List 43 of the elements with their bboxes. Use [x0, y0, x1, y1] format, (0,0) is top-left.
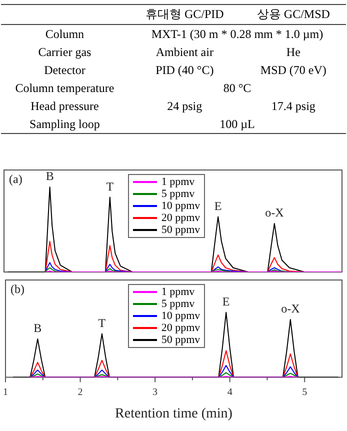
legend-label: 50 ppmv [161, 334, 200, 346]
text: Sampling loop [28, 116, 101, 133]
text: He [285, 44, 302, 60]
text: 100 µL [218, 116, 256, 132]
text: Carrier gas [37, 44, 92, 61]
x-tick-label: 3 [152, 386, 158, 398]
annotation: T [98, 316, 106, 330]
text: PID (40 °C) [154, 62, 215, 78]
text: 상용 GC/MSD [240, 4, 346, 24]
text: Detector [43, 62, 86, 78]
text: Head pressure [30, 98, 100, 114]
annotation: T [106, 179, 114, 194]
text: 80 °C [222, 80, 252, 96]
text: Column temperature [14, 80, 116, 96]
legend-label: 20 ppmv [161, 212, 200, 224]
legend-label: 50 ppmv [161, 224, 200, 236]
x-tick-label: 1 [3, 386, 8, 398]
legend-label: 20 ppmv [161, 322, 200, 334]
text: (b) [10, 282, 24, 296]
text: MXT-1 (30 m * 0.28 mm * 1.0 µm) [150, 26, 324, 42]
text: Ambient air [154, 44, 214, 60]
legend-label: 5 ppmv [161, 298, 195, 310]
legend-label: 10 ppmv [161, 310, 200, 322]
text: MSD (70 eV) [259, 62, 328, 78]
annotation: E [222, 294, 230, 309]
text: Column [44, 26, 86, 42]
legend-label: 10 ppmv [161, 200, 200, 212]
legend-label: 1 ppmv [161, 176, 195, 188]
annotation: E [214, 198, 222, 213]
annotation: o-X [281, 302, 300, 316]
text: 17.4 psig [270, 98, 316, 115]
annotation: B [34, 321, 42, 336]
text: 24 psig [166, 98, 204, 115]
x-axis-title: Retention time (min) [115, 406, 233, 422]
x-tick-label: 5 [302, 386, 308, 398]
annotation: B [46, 169, 54, 184]
legend-label: 5 ppmv [161, 188, 195, 200]
text: (a) [9, 172, 22, 186]
legend-label: 1 ppmv [161, 286, 195, 298]
x-tick-label: 2 [78, 386, 83, 398]
text: 휴대형 GC/PID [128, 4, 241, 24]
x-tick-label: 4 [227, 386, 232, 398]
annotation: o-X [265, 206, 284, 220]
